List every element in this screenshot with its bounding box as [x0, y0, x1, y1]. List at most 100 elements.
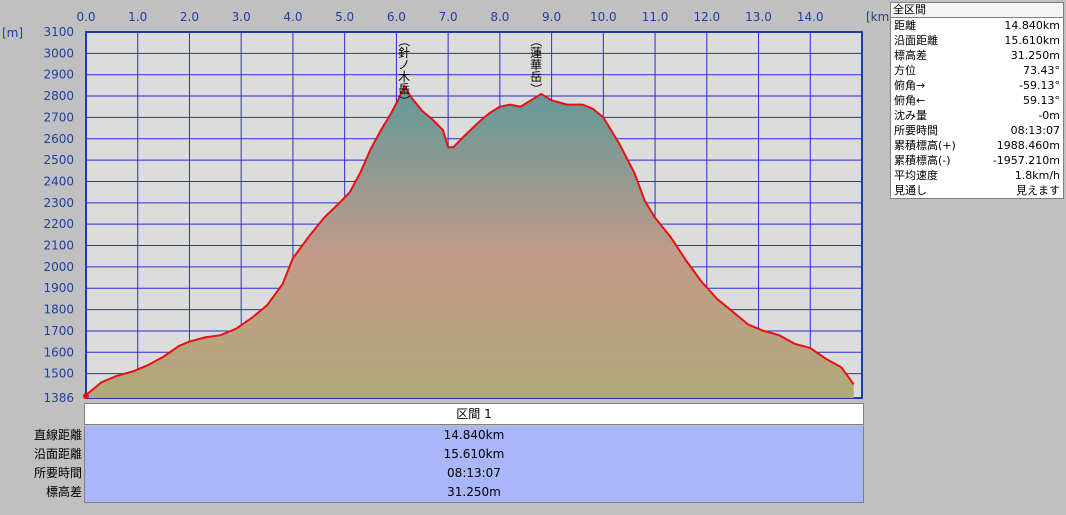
summary-value: 31.250m: [1010, 49, 1060, 62]
peak-label-char: ）: [397, 95, 411, 107]
x-tick-label: 0.0: [76, 10, 95, 24]
section-label: 標高差: [45, 485, 82, 499]
x-axis-ticks: 0.0 1.0 2.0 3.0 4.0 5.0 6.0 7.0 8.0 9.0 10.0 11.0 12…: [76, 10, 823, 24]
summary-value: -0m: [1038, 109, 1060, 122]
summary-label: 沈み量: [894, 109, 927, 122]
summary-value: 1988.460m: [996, 139, 1060, 152]
y-tick-label: 2800: [43, 89, 74, 103]
summary-row: 見通し 見えます: [891, 183, 1063, 198]
x-tick-label: 5.0: [335, 10, 354, 24]
section-label: 所要時間: [33, 466, 82, 480]
summary-title: 全区間: [891, 3, 1063, 18]
x-tick-label: 8.0: [490, 10, 509, 24]
peak-label-char: 華: [530, 58, 542, 72]
y-tick-label: 2100: [43, 239, 74, 253]
summary-value: 1.8km/h: [1014, 169, 1060, 182]
section-value: 31.250m: [84, 483, 864, 503]
x-tick-label: 2.0: [180, 10, 199, 24]
section-label: 沿面距離: [33, 447, 82, 461]
summary-label: 距離: [894, 19, 916, 32]
summary-value: 見えます: [1016, 184, 1060, 197]
y-tick-label: 2700: [43, 110, 74, 124]
y-tick-label: 2300: [43, 196, 74, 210]
peak-label-char: 木: [398, 70, 410, 84]
peak-label: （蓮華岳）: [529, 35, 543, 95]
section-row: 直線距離 14.840km: [0, 426, 866, 445]
section-value: 08:13:07: [84, 464, 864, 483]
summary-label: 平均速度: [894, 169, 938, 182]
peak-label-char: ノ: [398, 58, 410, 72]
summary-label: 沿面距離: [894, 34, 938, 47]
y-tick-label: 2000: [43, 260, 74, 274]
peak-label-char: （: [397, 35, 411, 47]
x-tick-label: 10.0: [590, 10, 617, 24]
summary-label: 累積標高(+): [894, 139, 956, 152]
peak-label-char: ）: [529, 83, 543, 95]
x-tick-label: 13.0: [745, 10, 772, 24]
summary-value: 08:13:07: [1010, 124, 1060, 137]
summary-label: 方位: [894, 64, 916, 77]
summary-label: 俯角→: [894, 79, 926, 92]
y-tick-label: 1700: [43, 324, 74, 338]
summary-row: 累積標高(+) 1988.460m: [891, 138, 1063, 153]
summary-row: 沿面距離 15.610km: [891, 33, 1063, 48]
peak-label-char: 針: [398, 45, 410, 60]
summary-value: -1957.210m: [992, 154, 1060, 167]
y-unit-label: [m]: [2, 26, 23, 40]
summary-label: 俯角←: [894, 94, 926, 107]
summary-label: 所要時間: [894, 124, 938, 137]
x-tick-label: 7.0: [439, 10, 458, 24]
y-tick-label: 1800: [43, 303, 74, 317]
summary-label: 標高差: [894, 49, 927, 62]
summary-value: 59.13°: [1023, 94, 1060, 107]
summary-row: 俯角→ -59.13°: [891, 78, 1063, 93]
summary-row: 俯角← 59.13°: [891, 93, 1063, 108]
summary-value: 14.840km: [1004, 19, 1060, 32]
y-tick-label: 1900: [43, 281, 74, 295]
summary-panel: 全区間 距離 14.840km 沿面距離 15.610km 標高差 31.250m 方位 73…: [890, 2, 1064, 199]
y-tick-label: 3100: [43, 25, 74, 39]
peak-label-char: 蓮: [530, 46, 542, 60]
x-tick-label: 4.0: [283, 10, 302, 24]
section-header: 区間 1: [84, 403, 864, 425]
summary-label: 見通し: [894, 184, 927, 197]
summary-value: -59.13°: [1019, 79, 1060, 92]
section-row: 沿面距離 15.610km: [0, 445, 866, 464]
x-tick-label: 1.0: [128, 10, 147, 24]
x-unit-label: [km]: [866, 10, 894, 24]
y-tick-label: 1386: [43, 391, 74, 405]
summary-label: 累積標高(-): [894, 154, 951, 167]
section-value: 14.840km: [84, 426, 864, 445]
y-tick-label: 1600: [43, 345, 74, 359]
section-row: 所要時間 08:13:07: [0, 464, 866, 483]
peak-label-char: （: [529, 35, 543, 47]
summary-row: 所要時間 08:13:07: [891, 123, 1063, 138]
summary-row: 累積標高(-) -1957.210m: [891, 153, 1063, 168]
summary-row: 標高差 31.250m: [891, 48, 1063, 63]
x-tick-label: 9.0: [542, 10, 561, 24]
y-tick-label: 2900: [43, 68, 74, 82]
x-tick-label: 3.0: [232, 10, 251, 24]
start-marker: [83, 393, 89, 399]
section-label: 直線距離: [33, 428, 82, 442]
x-tick-label: 14.0: [797, 10, 824, 24]
elevation-line: [85, 84, 855, 396]
elevation-area: [86, 86, 854, 398]
y-tick-label: 3000: [43, 46, 74, 60]
x-tick-label: 6.0: [387, 10, 406, 24]
summary-row: 距離 14.840km: [891, 18, 1063, 33]
peak-label-char: 岳: [398, 82, 410, 96]
section-row: 標高差 31.250m: [0, 483, 866, 503]
y-tick-label: 1500: [43, 367, 74, 381]
x-tick-label: 11.0: [642, 10, 669, 24]
summary-value: 73.43°: [1023, 64, 1060, 77]
peak-label-char: 岳: [530, 70, 542, 84]
summary-row: 方位 73.43°: [891, 63, 1063, 78]
x-tick-label: 12.0: [693, 10, 720, 24]
summary-value: 15.610km: [1004, 34, 1060, 47]
y-tick-label: 2500: [43, 153, 74, 167]
y-tick-label: 2200: [43, 217, 74, 231]
